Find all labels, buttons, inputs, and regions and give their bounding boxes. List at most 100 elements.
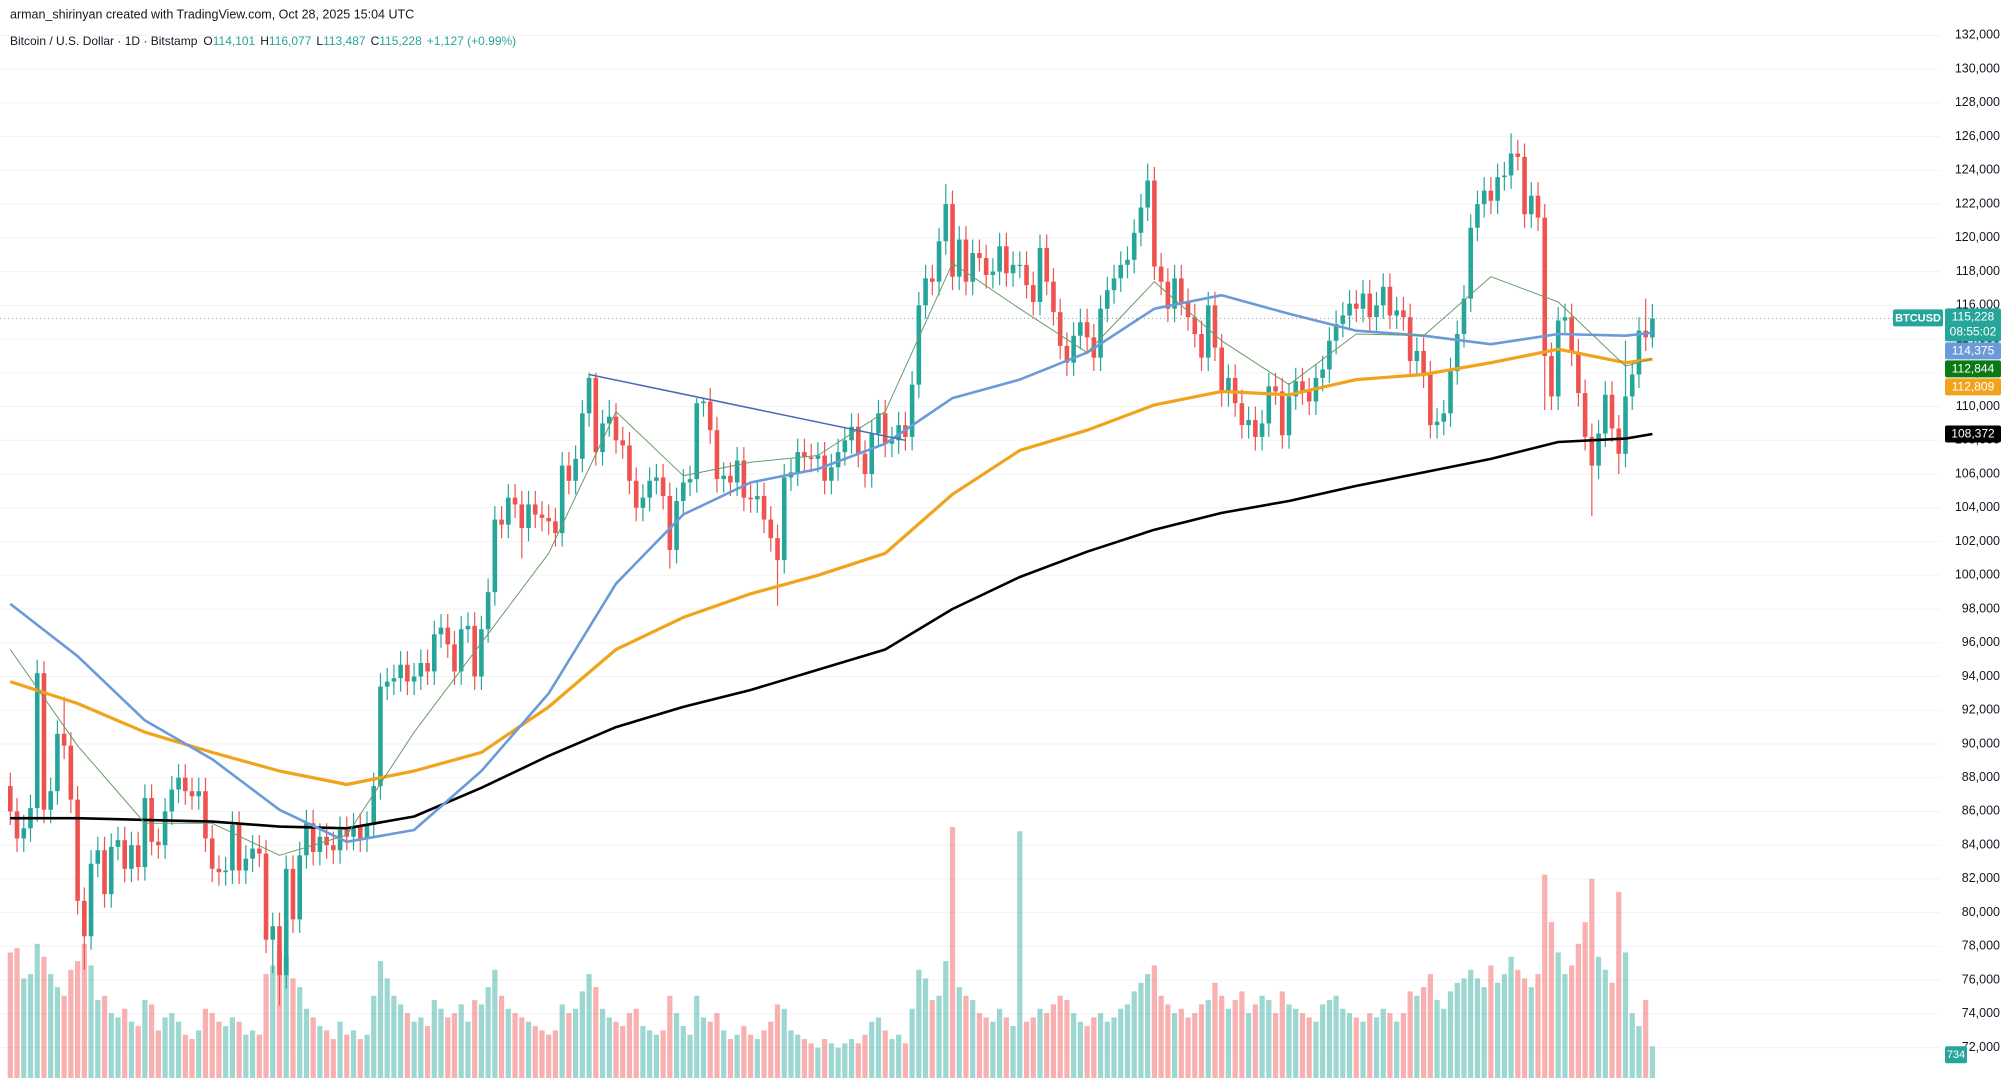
countdown: 08:55:02 [1950,325,1997,339]
volume-bar [1205,1000,1211,1078]
candle-body [142,797,148,868]
candle-body [781,477,787,561]
volume-bar [1171,1013,1178,1078]
candle-body [1293,381,1299,397]
candle-body [102,850,107,895]
volume-bar [1320,1004,1326,1078]
candle-body [734,460,740,483]
volume-bar [1023,1021,1030,1078]
candle-body [620,440,626,446]
candle-body [512,497,518,505]
volume-bar [27,974,34,1078]
candle-body [519,504,525,529]
volume-bar [411,1021,417,1078]
volume-bar [539,1030,545,1078]
volume-bar [640,1026,646,1078]
candle-body [1387,286,1393,316]
volume-bar [1609,982,1615,1078]
candle-body [257,848,262,854]
candle-body [1010,264,1016,274]
candle-body [956,239,962,277]
candle-body [977,253,982,259]
volume-bar [721,1030,727,1078]
candle-body [997,246,1002,272]
y-tick-label: 126,000 [1955,129,2000,143]
volume-bar [1138,982,1144,1078]
volume-bar [525,1021,532,1078]
candle-body [61,733,67,746]
candle-body [1219,347,1224,394]
candle-body [1037,247,1043,302]
candle-body [1118,264,1124,279]
volume-bar [1286,1004,1292,1078]
y-tick-label: 102,000 [1955,534,2000,548]
y-tick-label: 106,000 [1955,466,2000,480]
volume-bar [1037,1008,1043,1078]
volume-bar [75,961,81,1078]
volume-bar [458,1004,464,1078]
candle-body [499,519,504,525]
volume-bar [714,1013,720,1078]
volume-bar [788,1030,794,1078]
volume-bar [350,1030,357,1078]
volume-bar [875,1017,882,1078]
candle-body [593,377,599,453]
volume-bar [734,1034,740,1078]
ohlc-value: 113,487 [323,34,366,48]
candle-body [580,413,585,459]
y-tick-label: 72,000 [1962,1040,2000,1054]
y-tick-label: 98,000 [1962,601,2000,615]
volume-bar [795,1034,801,1078]
candle-body [1051,281,1056,313]
volume-bar [1421,987,1427,1078]
volume-bar [808,1043,814,1078]
volume-bar [216,1021,222,1078]
volume-bar [88,965,94,1078]
candle-body [647,480,652,498]
candle-body [862,453,868,475]
volume-bar [229,1017,235,1078]
volume-bar [1293,1008,1299,1078]
candle-body [1226,377,1231,394]
volume-bar [754,1039,760,1078]
ma-tag [1945,360,2001,378]
candle-body [896,425,901,441]
volume-bar [1575,943,1581,1078]
volume-bar [1447,991,1454,1078]
candle-body [876,413,881,434]
ohlc-value: 114,101 [213,34,256,48]
volume-bar [983,1017,989,1078]
candle-body [600,423,605,453]
candle-body [1401,310,1406,318]
candle-body [445,627,451,645]
candle-body [1374,305,1379,318]
moving-average [9,293,1653,844]
candle-body [761,495,767,520]
volume-bar [1481,987,1487,1078]
moving-average [9,262,1653,856]
volume-bar [1192,1013,1198,1078]
candle-body [1407,317,1413,362]
candle-body [479,629,484,677]
candle-body [748,497,753,500]
volume-bar [613,1021,619,1078]
candle-body [1199,334,1204,358]
candle-body [633,480,639,508]
candle-body [1576,352,1581,394]
candle-body [1340,315,1346,324]
volume-bar [774,1004,781,1078]
candle-body [1024,264,1029,286]
volume-bar [330,1039,336,1078]
candle-body [869,433,875,475]
volume-bar [1326,1000,1332,1078]
volume-bar [169,1013,175,1078]
candle-body [1380,286,1386,306]
volume-bar [1394,1021,1400,1078]
volume-bar [694,995,700,1078]
volume-bar [1111,1017,1117,1078]
candle-body [364,824,370,839]
volume-bar [364,1034,370,1078]
volume-bar [586,974,592,1078]
candle-body [492,519,498,593]
candle-body [135,845,141,868]
